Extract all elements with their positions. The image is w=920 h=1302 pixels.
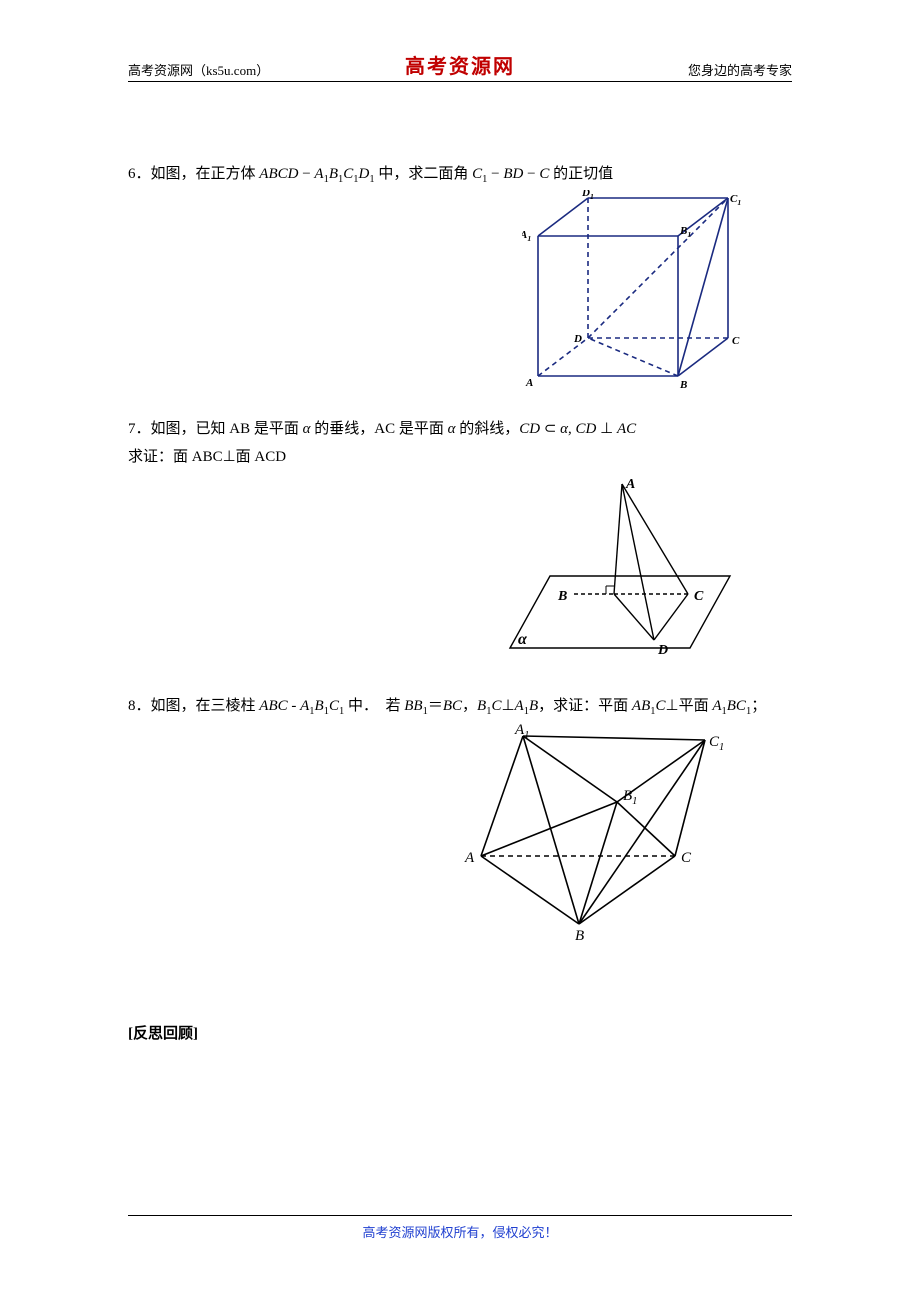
p8-ab1cc: C [655, 698, 665, 714]
p6-e2c: C [539, 166, 549, 182]
site-title: 高考资源网 [405, 56, 515, 78]
problem-8-text: 8．如图，在三棱柱 ABC - A1B1C1 中． 若 BB1＝BC，B1C⊥A… [128, 692, 792, 722]
svg-text:C1: C1 [730, 193, 741, 207]
p6-pre: 如图，在正方体 [151, 166, 260, 182]
p8-t4: 平面 [679, 698, 713, 714]
svg-text:A: A [525, 377, 533, 389]
p8-eq: ＝ [428, 698, 443, 714]
page-content: 6．如图，在正方体 ABCD − A1B1C1D1 中，求二面角 C1 − BD… [128, 160, 792, 1043]
p6-d1: − [487, 166, 503, 182]
p6-e1d: C [343, 166, 353, 182]
p8-semi: ； [751, 698, 766, 714]
page-header: 高考资源网（ks5u.com） 高考资源网 您身边的高考专家 [128, 56, 792, 82]
p6-dash: − [298, 166, 314, 182]
svg-text:B: B [575, 928, 584, 942]
svg-text:D: D [657, 643, 668, 658]
p8-a1b: A [515, 698, 524, 714]
p7-cd: CD [519, 421, 540, 437]
p8-fa: A [712, 698, 721, 714]
svg-text:A: A [625, 477, 635, 492]
svg-text:B1: B1 [623, 788, 637, 807]
problem-7: 7．如图，已知 AB 是平面 α 的垂线，AC 是平面 α 的斜线，CD ⊂ α… [128, 415, 792, 662]
p6-d2: − [523, 166, 539, 182]
p6-e1e: D [359, 166, 370, 182]
header-right: 您身边的高考专家 [688, 60, 792, 79]
p8-b1c: B [477, 698, 486, 714]
figure-6-cube: ABCDA1B1C1D1 [522, 190, 752, 395]
p8-e2b: B [315, 698, 324, 714]
figure-6-row: ABCDA1B1C1D1 [128, 190, 792, 395]
svg-text:A: A [464, 850, 475, 866]
svg-text:C1: C1 [709, 734, 724, 753]
p8-perp: ⊥ [501, 698, 514, 714]
p8-ab1ca: AB [632, 698, 650, 714]
p7-t2: 的垂线，AC 是平面 [310, 421, 447, 437]
p8-perp2: ⊥ [666, 698, 679, 714]
p8-e2c: C [329, 698, 339, 714]
svg-text:B: B [679, 379, 687, 391]
svg-text:B: B [557, 589, 567, 604]
page-footer: 高考资源网版权所有，侵权必究！ [128, 1215, 792, 1242]
p8-comma: ， [462, 698, 477, 714]
problem-6-text: 6．如图，在正方体 ABCD − A1B1C1D1 中，求二面角 C1 − BD… [128, 160, 792, 190]
p6-e1b: A [314, 166, 323, 182]
p7-perp: ⊥ [596, 421, 617, 437]
p7-cd2: CD [576, 421, 597, 437]
svg-text:α: α [518, 631, 528, 648]
p8-b1cc: C [491, 698, 501, 714]
figure-8-row: A B C A1 B1 C1 [128, 722, 792, 942]
reflect-heading: [反思回顾] [128, 1022, 792, 1043]
p6-e1c: B [329, 166, 338, 182]
footer-text: 高考资源网版权所有，侵权必究！ [362, 1225, 557, 1240]
p7-comma: , [568, 421, 576, 437]
p8-e1: ABC [259, 698, 287, 714]
p7-t3: 的斜线， [455, 421, 519, 437]
p8-a1bb: B [529, 698, 538, 714]
p8-fb: BC [727, 698, 746, 714]
p6-e2b: BD [503, 166, 523, 182]
p6-mid: 中，求二面角 [375, 166, 473, 182]
p6-e2a: C [472, 166, 482, 182]
p8-t1: 如图，在三棱柱 [151, 698, 260, 714]
p7-t1: 如图，已知 AB 是平面 [151, 421, 303, 437]
header-left: 高考资源网（ks5u.com） [128, 60, 269, 79]
p7-sub: ⊂ [540, 421, 560, 437]
svg-text:D: D [573, 333, 582, 345]
svg-text:A1: A1 [522, 229, 531, 243]
p8-t3: ，求证：平面 [538, 698, 632, 714]
svg-text:C: C [732, 335, 740, 347]
problem-8: 8．如图，在三棱柱 ABC - A1B1C1 中． 若 BB1＝BC，B1C⊥A… [128, 692, 792, 942]
p8-num: 8． [128, 698, 151, 714]
figure-8-prism: A B C A1 B1 C1 [457, 722, 732, 942]
p8-e2a: A [300, 698, 309, 714]
p6-num: 6． [128, 166, 151, 182]
p6-e1a: ABCD [259, 166, 298, 182]
p8-dash: - [288, 698, 301, 714]
problem-7-line1: 7．如图，已知 AB 是平面 α 的垂线，AC 是平面 α 的斜线，CD ⊂ α… [128, 415, 792, 444]
p7-num: 7． [128, 421, 151, 437]
svg-text:A1: A1 [514, 722, 529, 741]
p7-ea: α [560, 421, 568, 437]
problem-7-line2: 求证：面 ABC⊥面 ACD [128, 443, 792, 472]
p8-bb: BB [404, 698, 422, 714]
p8-bc: BC [443, 698, 462, 714]
p8-t2: 中． 若 [344, 698, 404, 714]
svg-text:C: C [694, 589, 704, 604]
figure-7-plane: A B C Dα [492, 472, 752, 662]
figure-7-row: A B C Dα [128, 472, 792, 662]
header-center: 高考资源网 [405, 50, 515, 79]
problem-6: 6．如图，在正方体 ABCD − A1B1C1D1 中，求二面角 C1 − BD… [128, 160, 792, 395]
p6-post: 的正切值 [549, 166, 613, 182]
svg-text:C: C [681, 850, 692, 866]
p7-ac: AC [617, 421, 636, 437]
